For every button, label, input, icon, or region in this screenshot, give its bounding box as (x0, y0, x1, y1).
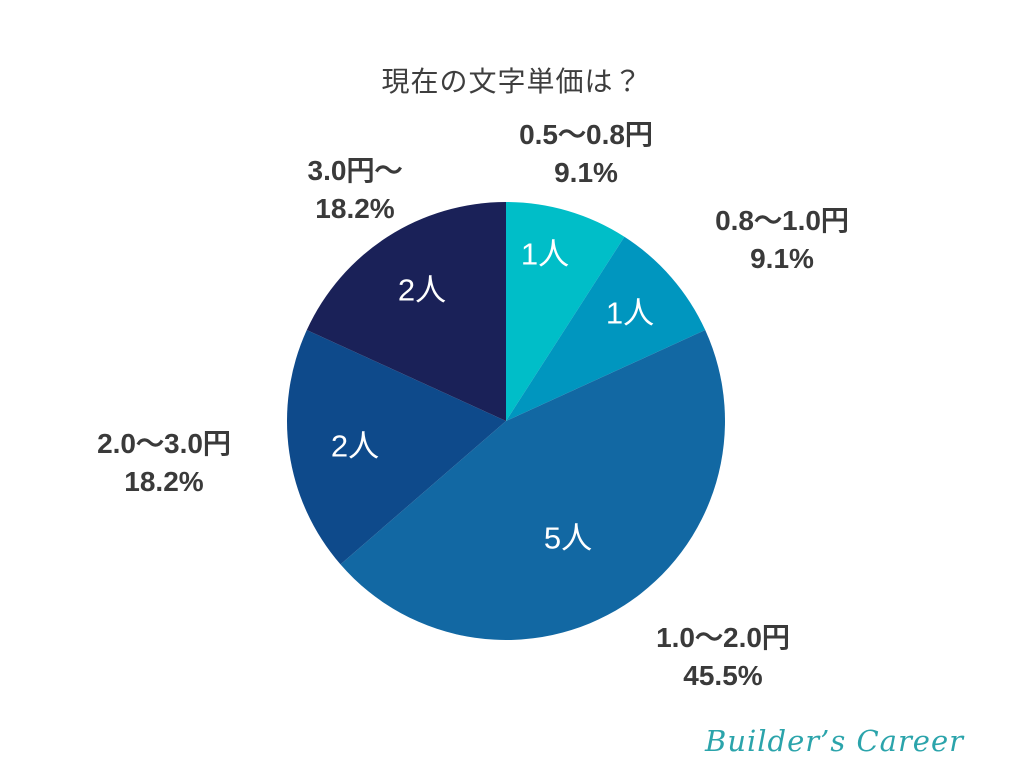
pie-slice-3 (286, 330, 506, 565)
chart-title: 現在の文字単価は？ (381, 66, 643, 97)
pie-slice-4 (306, 201, 506, 421)
pie-slice-2 (340, 330, 726, 640)
pie-slice-0 (506, 202, 625, 421)
brand-watermark: Builder’s Career (705, 724, 964, 758)
pie-slice-1 (506, 236, 706, 421)
